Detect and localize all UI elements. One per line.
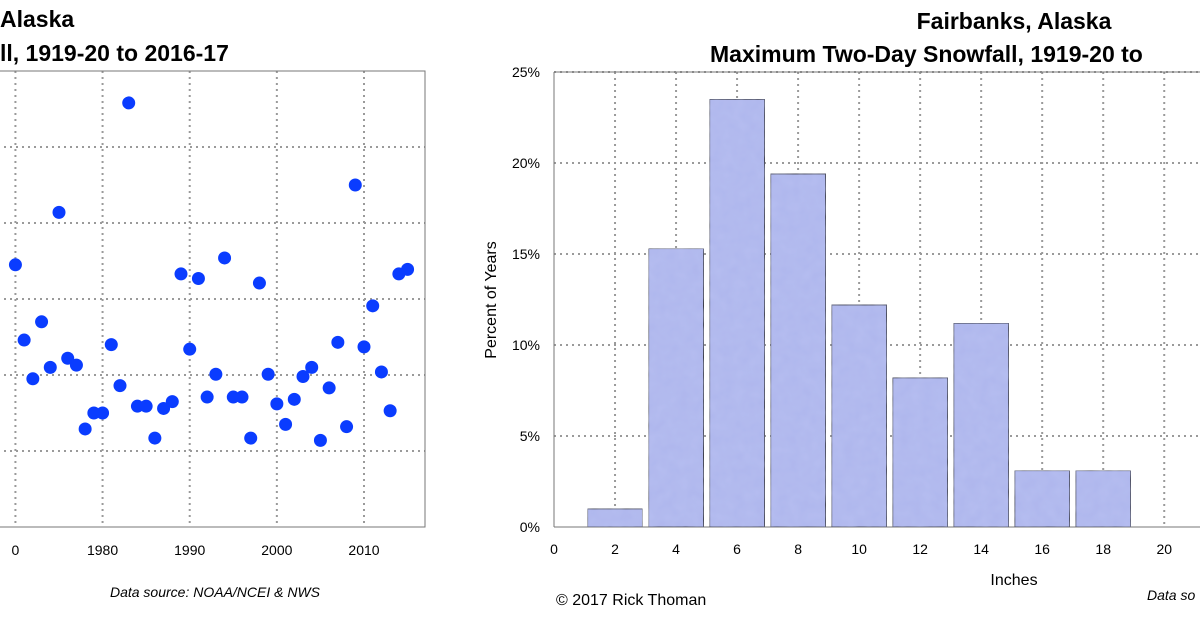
data-point <box>279 417 293 431</box>
x-tick-label: 10 <box>851 541 867 557</box>
x-tick-label: 8 <box>794 541 802 557</box>
data-point <box>218 251 232 265</box>
data-point <box>165 395 179 409</box>
x-tick-label: 2010 <box>348 542 379 558</box>
data-point <box>331 335 345 349</box>
x-tick-label: 2 <box>611 541 619 557</box>
x-tick-label: 4 <box>672 541 680 557</box>
data-point <box>270 397 284 411</box>
x-tick-label: 6 <box>733 541 741 557</box>
data-source-note: Data so <box>1147 587 1195 603</box>
x-tick-label: 1980 <box>87 542 118 558</box>
data-point <box>26 372 40 386</box>
data-point <box>52 205 66 219</box>
x-tick-label: 14 <box>973 541 989 557</box>
histogram-bar <box>1014 470 1071 528</box>
x-tick-label: 2000 <box>261 542 292 558</box>
data-point <box>157 401 171 415</box>
data-point <box>313 433 327 447</box>
chart-title-line2: Maximum Two-Day Snowfall, 1919-20 to <box>710 41 1143 67</box>
data-point <box>305 360 319 374</box>
data-point <box>287 392 301 406</box>
data-point <box>366 299 380 313</box>
y-tick-label: 15% <box>512 246 540 262</box>
data-point <box>252 276 266 290</box>
data-point <box>209 367 223 381</box>
data-point <box>374 365 388 379</box>
data-point <box>200 390 214 404</box>
data-point <box>35 315 49 329</box>
data-point <box>96 406 110 420</box>
histogram-bar <box>587 508 643 528</box>
y-tick-label: 25% <box>512 64 540 80</box>
data-point <box>183 342 197 356</box>
copyright-note: © 2017 Rick Thoman <box>556 592 706 609</box>
y-tick-label: 10% <box>512 337 540 353</box>
data-point <box>348 178 362 192</box>
histogram-bar <box>709 98 766 528</box>
data-point <box>69 358 83 372</box>
data-point <box>322 381 336 395</box>
data-point <box>122 96 136 110</box>
chart-title-line1: Alaska <box>0 6 74 32</box>
data-point <box>8 258 22 272</box>
data-point <box>383 404 397 418</box>
y-tick-label: 5% <box>520 428 540 444</box>
data-point <box>261 367 275 381</box>
x-tick-label: 12 <box>912 541 928 557</box>
x-tick-label: 20 <box>1156 541 1172 557</box>
data-point <box>148 431 162 445</box>
data-point <box>235 390 249 404</box>
data-point <box>61 351 75 365</box>
data-point <box>17 333 31 347</box>
histogram-bar <box>892 377 949 528</box>
data-point <box>357 340 371 354</box>
data-point <box>340 420 354 434</box>
histogram-bar <box>831 304 888 528</box>
y-axis-label: Percent of Years <box>483 241 500 358</box>
x-tick-label: 0 <box>12 542 20 558</box>
data-point <box>244 431 258 445</box>
x-tick-label: 18 <box>1095 541 1111 557</box>
histogram-bar <box>648 248 705 528</box>
data-point <box>401 262 415 276</box>
data-point <box>104 338 118 352</box>
chart-title-line1: Fairbanks, Alaska <box>917 8 1112 34</box>
histogram-bar <box>953 322 1010 528</box>
data-point <box>191 271 205 285</box>
x-tick-label: 0 <box>550 541 558 557</box>
data-point <box>78 422 92 436</box>
y-tick-label: 20% <box>512 155 540 171</box>
x-axis-label: Inches <box>990 572 1037 589</box>
data-point <box>174 267 188 281</box>
data-point <box>139 399 153 413</box>
data-source-note: Data source: NOAA/NCEI & NWS <box>110 584 321 600</box>
data-point <box>43 360 57 374</box>
x-tick-label: 1990 <box>174 542 205 558</box>
histogram-bar <box>770 173 827 528</box>
data-point <box>296 370 310 384</box>
histogram-bar <box>1075 470 1132 528</box>
x-tick-label: 16 <box>1034 541 1050 557</box>
plot-frame <box>0 70 426 528</box>
y-tick-label: 0% <box>520 519 540 535</box>
chart-title-line2: ll, 1919-20 to 2016-17 <box>0 40 229 66</box>
data-point <box>113 379 127 393</box>
